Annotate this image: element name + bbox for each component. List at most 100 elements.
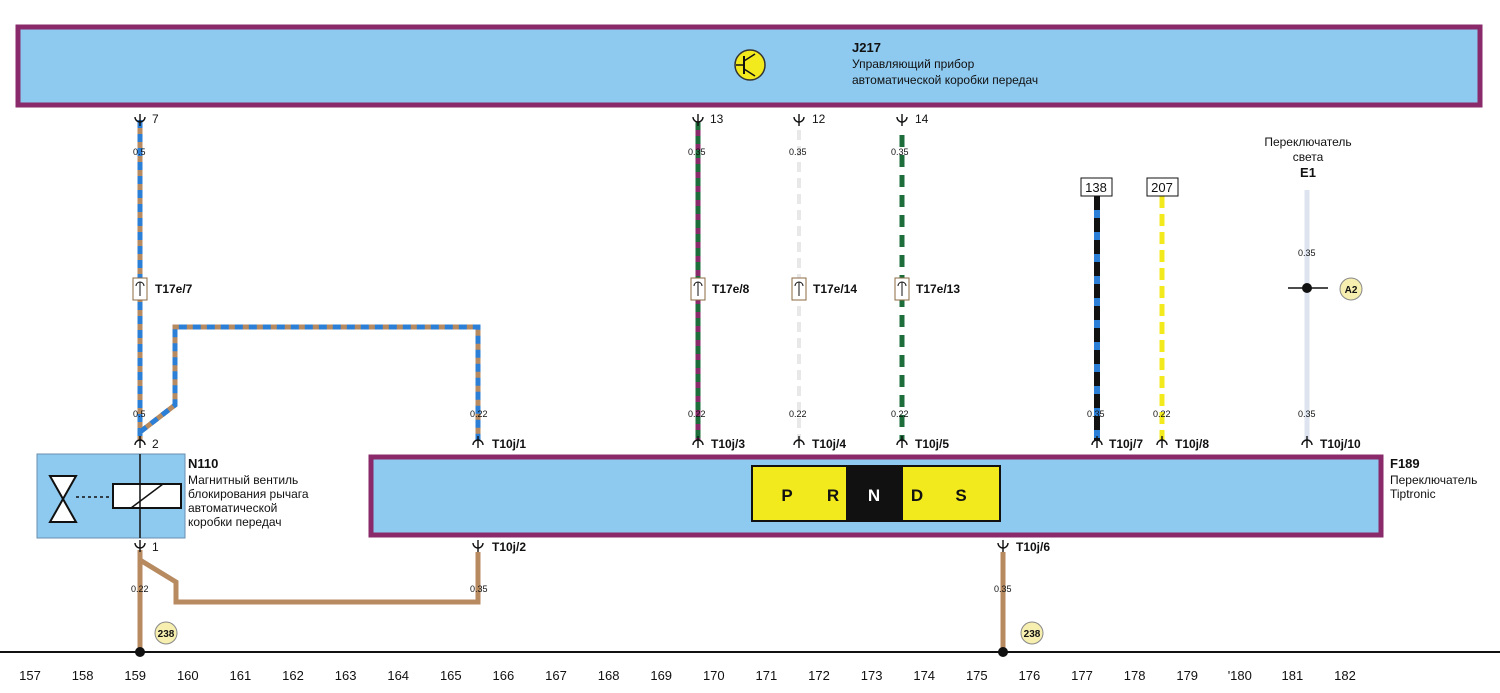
scale-label: 169	[650, 668, 672, 683]
size-label: 0.22	[131, 584, 149, 594]
pin-j217-14: 14	[915, 112, 929, 126]
ref-138-box	[1080, 177, 1113, 197]
transistor-icon	[734, 49, 766, 81]
ref-238-right: 238	[1024, 629, 1041, 640]
grid-scale: 157 158 159 160 161 162 163 164 165 166 167 168 169 1…	[19, 668, 1356, 683]
gear-r: R	[827, 486, 839, 505]
wire-n110-t10j1	[138, 324, 481, 440]
n110-title-line3: автоматической	[188, 501, 277, 515]
scale-label: 182	[1334, 668, 1356, 683]
e1-code: E1	[1300, 165, 1316, 180]
scale-label: '180	[1228, 668, 1252, 683]
scale-label: 162	[282, 668, 304, 683]
conn-t10j-10: T10j/10	[1320, 437, 1361, 451]
ref-207-box	[1146, 177, 1179, 197]
pin-n110-2: 2	[152, 437, 159, 451]
size-label: 0.22	[688, 409, 706, 419]
size-label: 0.35	[789, 147, 807, 157]
gear-d: D	[911, 486, 923, 505]
splice-dot	[1302, 283, 1312, 293]
pin-j217-13: 13	[710, 112, 724, 126]
conn-t10j-8: T10j/8	[1175, 437, 1209, 451]
f189-code: F189	[1390, 456, 1420, 471]
ref-a2-circle	[1339, 277, 1363, 301]
size-label: 0.22	[470, 409, 488, 419]
n110-title-line2: блокирования рычага	[188, 487, 309, 501]
scale-label: 181	[1282, 668, 1304, 683]
size-label: 0.35	[470, 584, 488, 594]
scale-label: 170	[703, 668, 725, 683]
conn-t10j-7: T10j/7	[1109, 437, 1143, 451]
scale-label: 168	[598, 668, 620, 683]
pin-j217-7: 7	[152, 112, 159, 126]
pin-j217-12: 12	[812, 112, 826, 126]
e1-title-line2: света	[1293, 150, 1324, 164]
pin-n110-1: 1	[152, 540, 159, 554]
conn-t17e-14: T17e/14	[813, 282, 857, 296]
size-label: 0.22	[789, 409, 807, 419]
conn-t17e-7: T17e/7	[155, 282, 193, 296]
scale-label: 165	[440, 668, 462, 683]
ref-207: 207	[1151, 180, 1173, 195]
size-label: 0.35	[1298, 248, 1316, 258]
j217-code: J217	[852, 40, 881, 55]
size-label: 0.22	[1153, 409, 1171, 419]
conn-t10j-5: T10j/5	[915, 437, 949, 451]
n110-code: N110	[188, 456, 218, 471]
conn-t10j-6: T10j/6	[1016, 540, 1050, 554]
solenoid-coil-icon	[112, 483, 182, 509]
f189-title-line1: Переключатель	[1390, 473, 1477, 487]
scale-label: 166	[493, 668, 515, 683]
size-label: 0.35	[1087, 409, 1105, 419]
size-label: 0.35	[994, 584, 1012, 594]
scale-label: 171	[756, 668, 778, 683]
size-label: 0.22	[891, 409, 909, 419]
scale-label: 172	[808, 668, 830, 683]
ref-238-circle	[1020, 621, 1044, 645]
gear-p: P	[781, 486, 792, 505]
f189-title-line2: Tiptronic	[1390, 487, 1436, 501]
ground-node	[135, 647, 145, 657]
size-label: 0.35	[688, 147, 706, 157]
scale-label: 160	[177, 668, 199, 683]
scale-label: 175	[966, 668, 988, 683]
gear-s: S	[955, 486, 966, 505]
scale-label: 177	[1071, 668, 1093, 683]
e1-title-line1: Переключатель	[1264, 135, 1351, 149]
scale-label: 163	[335, 668, 357, 683]
scale-label: 167	[545, 668, 567, 683]
scale-label: 161	[230, 668, 252, 683]
n110-title-line4: коробки передач	[188, 515, 282, 529]
size-label: 0.5	[133, 147, 146, 157]
n110-title-line1: Магнитный вентиль	[188, 473, 298, 487]
scale-label: 159	[124, 668, 146, 683]
conn-t10j-1: T10j/1	[492, 437, 526, 451]
scale-label: 178	[1124, 668, 1146, 683]
conn-t10j-2: T10j/2	[492, 540, 526, 554]
scale-label: 179	[1176, 668, 1198, 683]
j217-title-line2: автоматической коробки передач	[852, 73, 1038, 87]
t17e-connectors	[132, 277, 910, 301]
size-label: 0.35	[891, 147, 909, 157]
conn-t17e-13: T17e/13	[916, 282, 960, 296]
conn-t10j-4: T10j/4	[812, 437, 846, 451]
gear-n-highlight	[846, 466, 903, 521]
scale-label: 174	[913, 668, 935, 683]
scale-label: 158	[72, 668, 94, 683]
wire-n110-1-ground	[137, 550, 481, 652]
ref-138: 138	[1085, 180, 1107, 195]
size-label: 0.35	[1298, 409, 1316, 419]
conn-t17e-8: T17e/8	[712, 282, 750, 296]
ground-node	[998, 647, 1008, 657]
valve-icon	[48, 475, 113, 523]
ref-a2: A2	[1345, 285, 1358, 296]
scale-label: 173	[861, 668, 883, 683]
gear-n: N	[868, 486, 880, 505]
conn-t10j-3: T10j/3	[711, 437, 745, 451]
ref-238-left: 238	[158, 629, 175, 640]
scale-label: 176	[1019, 668, 1041, 683]
ref-238-circle	[154, 621, 178, 645]
j217-title-line1: Управляющий прибор	[852, 57, 975, 71]
size-label: 0.5	[133, 409, 146, 419]
